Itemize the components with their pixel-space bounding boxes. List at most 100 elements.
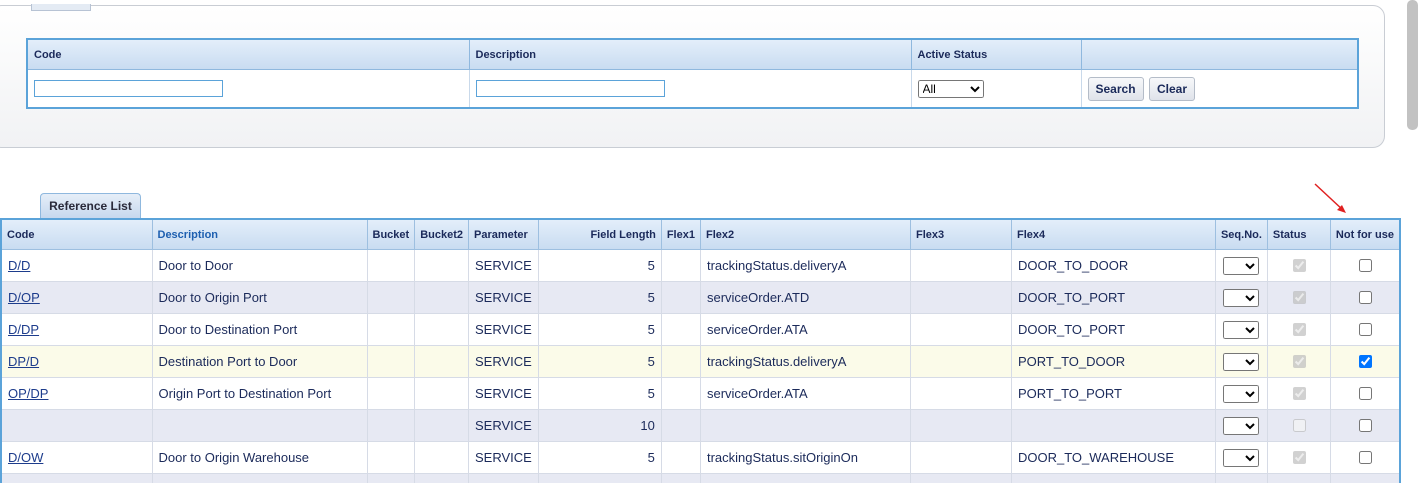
header: Code: [26, 38, 470, 70]
not-for-use-checkbox[interactable]: [1358, 387, 1372, 400]
search-button[interactable]: Search: [1087, 76, 1144, 101]
code-link[interactable]: OP/DP: [8, 386, 49, 401]
status-checkbox: [1292, 419, 1306, 432]
code-link[interactable]: D/DP: [8, 322, 40, 337]
code-link[interactable]: D/OP: [8, 290, 40, 305]
cell: [366, 249, 416, 282]
column-header: Field Length: [537, 218, 662, 250]
cell: [1214, 377, 1268, 410]
cell: [414, 345, 469, 378]
seq-select[interactable]: [1223, 320, 1260, 339]
cell: [909, 409, 1012, 442]
cell: [1214, 345, 1268, 378]
not-for-use-checkbox[interactable]: [1358, 355, 1372, 368]
cell: [1214, 281, 1268, 314]
cell: PORT_TO_DOOR: [1010, 345, 1216, 378]
cell: [1329, 249, 1401, 282]
not-for-use-checkbox[interactable]: [1358, 291, 1372, 304]
cell: [1214, 473, 1268, 483]
cell: [366, 441, 416, 474]
cell: [151, 409, 368, 442]
cell: trackingStatus.sitOriginOn: [699, 441, 911, 474]
cell: [366, 377, 416, 410]
cell: [414, 377, 469, 410]
column-header: Code: [0, 218, 153, 250]
description-input[interactable]: [475, 79, 665, 97]
not-for-use-checkbox[interactable]: [1358, 419, 1372, 432]
cell: [909, 441, 1012, 474]
seq-select[interactable]: [1223, 288, 1260, 307]
cell: Door to Origin Port: [151, 281, 368, 314]
scrollbar[interactable]: [1407, 0, 1418, 130]
cell: [0, 473, 153, 483]
cell: DOOR_TO_PORT: [1010, 281, 1216, 314]
not-for-use-checkbox[interactable]: [1358, 259, 1372, 272]
code-link[interactable]: D/D: [8, 258, 31, 273]
seq-select[interactable]: [1223, 352, 1260, 371]
cell: 5: [537, 249, 662, 282]
row: D/OW Door to Origin Warehouse SERVICE 5 trac…: [0, 441, 1401, 474]
cell: trackingStatus.deliveryA: [699, 345, 911, 378]
cell: D/OW: [0, 441, 153, 474]
cell: 5: [537, 441, 662, 474]
cell: [909, 473, 1012, 483]
cell: [660, 313, 701, 346]
cell: D/DP: [0, 313, 153, 346]
status-checkbox: [1292, 291, 1306, 304]
cell: DP/D: [0, 345, 153, 378]
cell: [366, 313, 416, 346]
code-link[interactable]: DP/D: [8, 354, 40, 369]
cell: [1266, 473, 1331, 483]
cell: SERVICE: [467, 345, 539, 378]
cell: [660, 345, 701, 378]
cell: 5: [537, 345, 662, 378]
cell: 5: [537, 377, 662, 410]
row: DP/D Destination Port to Door SERVICE 5 trac…: [0, 345, 1401, 378]
cell: OP/DP: [0, 377, 153, 410]
clear-button[interactable]: Clear: [1148, 76, 1196, 101]
cell: 5: [537, 313, 662, 346]
code-input[interactable]: [34, 79, 223, 97]
cell: serviceOrder.ATA: [699, 377, 911, 410]
cell: Door to Origin Warehouse: [151, 441, 368, 474]
cell: PORT_TO_PORT: [1010, 377, 1216, 410]
status-checkbox: [1292, 259, 1306, 272]
cell: serviceOrder.ATA: [699, 313, 911, 346]
cell: [1329, 377, 1401, 410]
seq-select[interactable]: [1223, 384, 1260, 403]
column-header: Seq.No.: [1214, 218, 1268, 250]
cell: [909, 345, 1012, 378]
cell: [1266, 377, 1331, 410]
cell: D/OP: [0, 281, 153, 314]
cell: [1329, 473, 1401, 483]
seq-select[interactable]: [1223, 256, 1260, 275]
tab[interactable]: Reference List: [40, 193, 141, 218]
status-checkbox: [1292, 355, 1306, 368]
column-header: Flex4: [1010, 218, 1216, 250]
tab[interactable]: [31, 4, 91, 11]
column-header: Flex2: [699, 218, 911, 250]
code-link[interactable]: D/OW: [8, 450, 44, 465]
not-for-use-checkbox[interactable]: [1358, 451, 1372, 464]
cell: [1010, 409, 1216, 442]
not-for-use-checkbox[interactable]: [1358, 323, 1372, 336]
column-header[interactable]: Description: [151, 218, 368, 250]
cell: [660, 473, 701, 483]
seq-select[interactable]: [1223, 448, 1260, 467]
row: OP/DP Origin Port to Destination Port SERV…: [0, 377, 1401, 410]
cell: [909, 249, 1012, 282]
cell: [366, 473, 416, 483]
cell: SERVICE: [467, 377, 539, 410]
cell: Destination Port to Door: [151, 345, 368, 378]
cell: 5: [537, 281, 662, 314]
status-select[interactable]: All: [917, 79, 984, 98]
cell: serviceOrder.ATD: [699, 281, 911, 314]
cell: [699, 473, 911, 483]
cell: [1010, 473, 1216, 483]
cell: [366, 345, 416, 378]
row: D/OP Door to Origin Port SERVICE 5 serviceOr…: [0, 281, 1401, 314]
cell: Origin Port to Destination Port: [151, 377, 368, 410]
cell: [1214, 409, 1268, 442]
cell: [660, 377, 701, 410]
seq-select[interactable]: [1223, 416, 1260, 435]
